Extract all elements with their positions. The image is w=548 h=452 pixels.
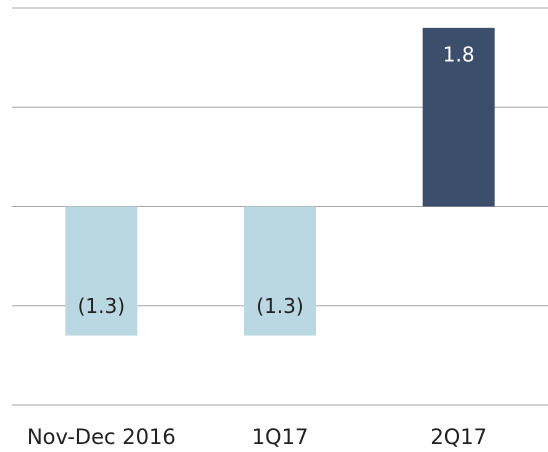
- x-tick-label: 1Q17: [252, 425, 309, 449]
- bar: [65, 206, 138, 336]
- bar: [422, 27, 495, 207]
- value-label: (1.3): [78, 294, 125, 318]
- x-tick-label: 2Q17: [430, 425, 487, 449]
- x-tick-label: Nov-Dec 2016: [27, 425, 176, 449]
- value-label: 1.8: [443, 42, 475, 66]
- value-label: (1.3): [256, 294, 303, 318]
- bar: [244, 206, 316, 336]
